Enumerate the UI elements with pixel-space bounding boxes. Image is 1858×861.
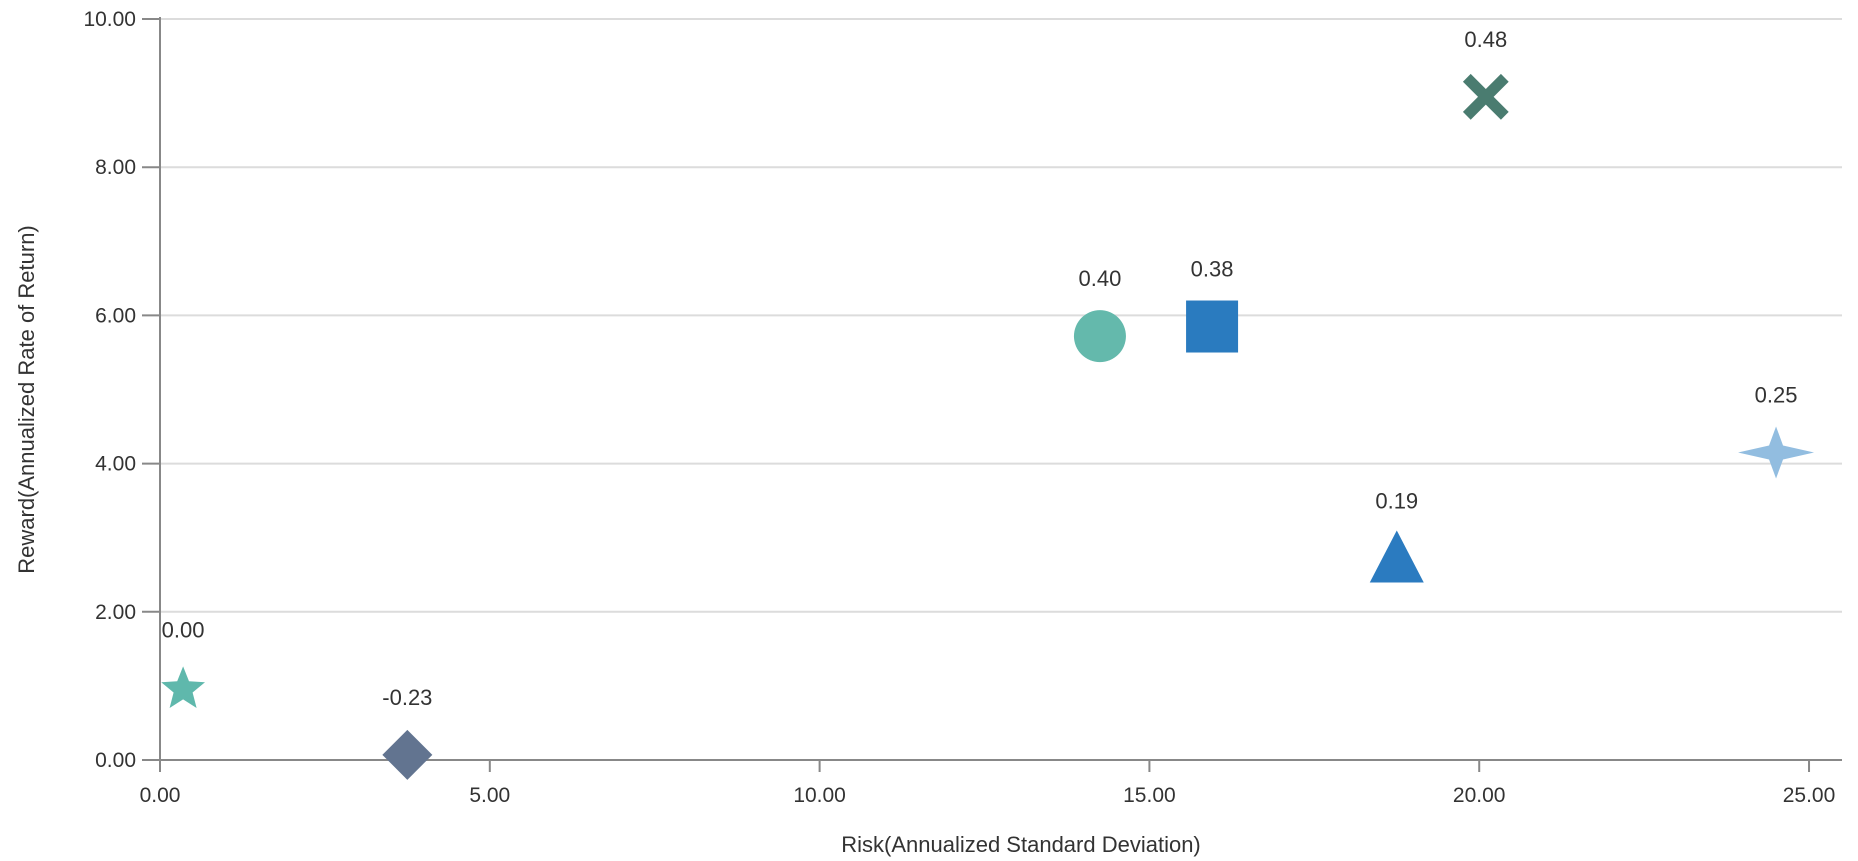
data-label: 0.40 [1079,266,1122,291]
axes [142,17,1842,772]
y-axis-title: Reward(Annualized Rate of Return) [14,225,39,574]
diamond-marker [382,729,433,780]
triangle-marker [1369,530,1424,583]
data-point: 0.19 [1369,488,1424,583]
y-tick-label: 0.00 [95,749,136,772]
y-tick-label: 4.00 [95,453,136,476]
circle-marker [1073,310,1126,363]
x-tick-label: 5.00 [469,784,510,807]
y-tick-label: 10.00 [83,8,136,31]
data-label: 0.00 [162,617,205,642]
x-axis-title: Risk(Annualized Standard Deviation) [841,832,1201,857]
grid-lines [160,18,1842,613]
x-tick-label: 0.00 [140,784,181,807]
data-point: -0.23 [382,685,432,780]
cross-stroke [1462,73,1509,120]
data-point: 0.48 [1462,27,1509,120]
four-point-star-marker [1738,426,1815,479]
x-tick-label: 25.00 [1783,784,1836,807]
x-tick-label: 20.00 [1453,784,1506,807]
data-label: 0.19 [1375,488,1418,513]
data-point: 0.38 [1186,257,1239,353]
data-point: 0.40 [1073,266,1126,363]
data-label: -0.23 [382,685,432,710]
star-marker [161,666,205,708]
y-tick-label: 6.00 [95,304,136,327]
y-tick-label: 2.00 [95,601,136,624]
cross-marker [1462,73,1509,120]
data-label: 0.25 [1755,382,1798,407]
x-tick-label: 15.00 [1123,784,1176,807]
data-point: 0.00 [161,617,205,708]
data-point: 0.25 [1738,382,1815,479]
data-label: 0.38 [1191,257,1234,282]
tick-labels: 0.00 2.00 4.00 6.00 8.00 10.00 0.00 5.00 10.00 15… [83,8,1835,807]
x-tick-label: 10.00 [793,784,846,807]
square-marker [1186,300,1239,353]
data-label: 0.48 [1464,27,1507,52]
data-points: 0.00 -0.23 0.40 0.38 0.19 0.48 0.25 [161,27,1815,780]
y-tick-label: 8.00 [95,156,136,179]
